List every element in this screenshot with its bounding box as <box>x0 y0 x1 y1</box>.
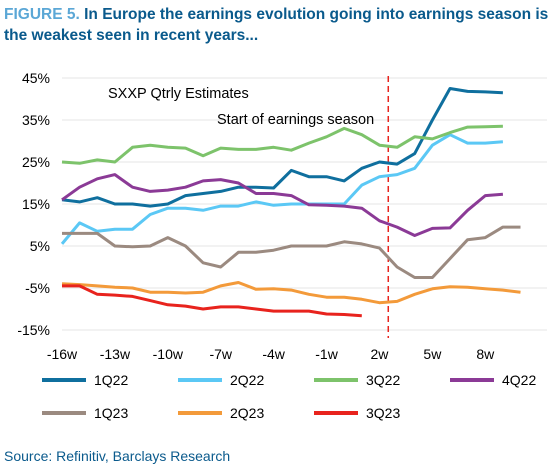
legend-label: 3Q23 <box>366 405 400 421</box>
y-tick-label: 25% <box>22 154 50 170</box>
x-tick-label: 8w <box>476 346 495 362</box>
chart-subtitle: SXXP Qtrly Estimates <box>108 86 249 102</box>
series-line-4q22 <box>61 173 504 237</box>
y-tick-label: 45% <box>22 70 50 86</box>
title-text: In Europe the earnings evolution going i… <box>4 6 549 44</box>
y-tick-label: -15% <box>17 322 50 338</box>
y-tick-label: 35% <box>22 112 50 128</box>
x-tick-label: -16w <box>47 346 78 362</box>
legend-label: 2Q23 <box>230 405 264 421</box>
chart-title: FIGURE 5. In Europe the earnings evoluti… <box>4 4 552 46</box>
x-tick-label: -10w <box>153 346 184 362</box>
series-line-1q23 <box>62 225 521 279</box>
figure-label: FIGURE 5. <box>4 6 80 23</box>
series-line-2q22 <box>60 133 504 245</box>
y-tick-label: -5% <box>25 280 50 296</box>
x-tick-label: 2w <box>371 346 390 362</box>
source-note: Source: Refinitiv, Barclays Research <box>4 448 231 464</box>
legend-label: 4Q22 <box>502 372 536 388</box>
series-line-2q23 <box>61 281 521 305</box>
series-line-3q23 <box>62 284 362 318</box>
x-tick-label: 5w <box>423 346 442 362</box>
legend-label: 1Q22 <box>94 372 128 388</box>
x-tick-label: -7w <box>209 346 232 362</box>
legend-label: 2Q22 <box>230 372 264 388</box>
series-line-3q22 <box>61 124 503 165</box>
series-lines <box>60 87 521 318</box>
y-tick-label: 5% <box>30 238 50 254</box>
x-tick-label: -4w <box>262 346 285 362</box>
y-axis-ticks: -15% -5% 5% 15% 25% 35% 45% <box>17 70 50 338</box>
x-tick-label: -13w <box>100 346 131 362</box>
series-line-1q22 <box>61 87 503 208</box>
y-tick-label: 15% <box>22 196 50 212</box>
x-axis-ticks: -16w -13w -10w -7w -4w -1w 2w 5w 8w <box>47 346 495 362</box>
x-tick-label: -1w <box>315 346 338 362</box>
legend-label: 3Q22 <box>366 372 400 388</box>
legend-label: 1Q23 <box>94 405 128 421</box>
legend: 1Q22 2Q22 3Q22 4Q22 1Q23 2Q23 3Q23 <box>42 372 536 421</box>
earnings-season-annotation: Start of earnings season <box>217 112 374 128</box>
